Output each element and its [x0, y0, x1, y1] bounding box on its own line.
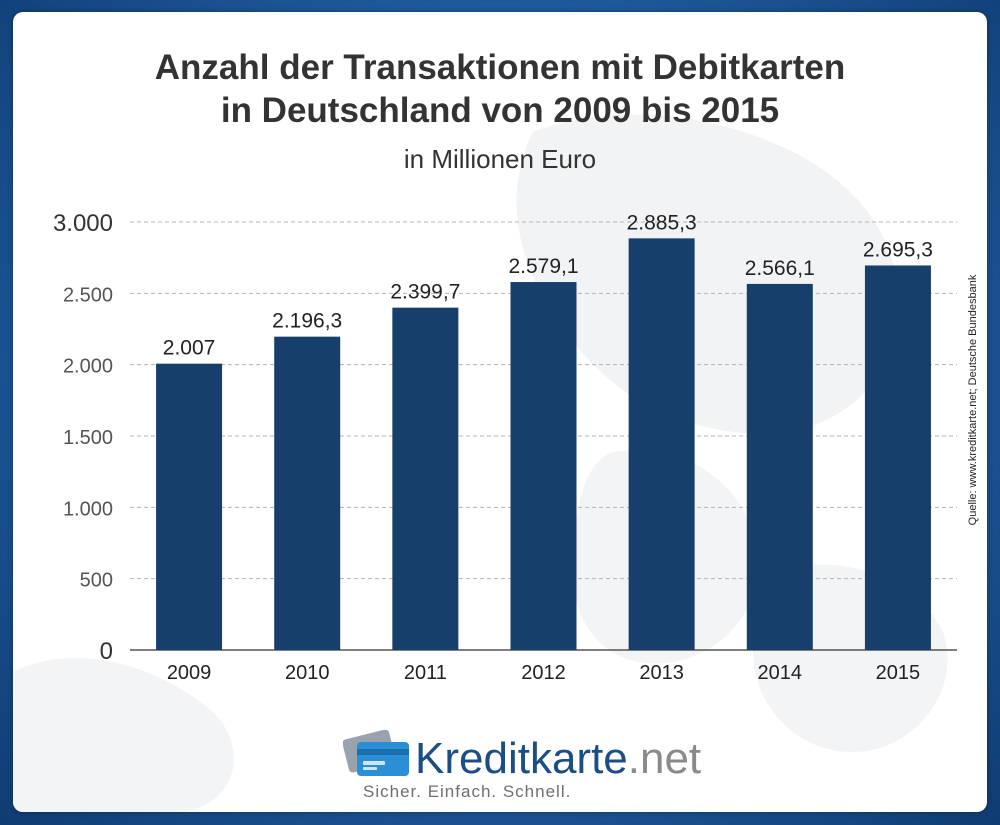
y-tick-label: 500 — [80, 570, 113, 592]
bar — [392, 307, 459, 650]
x-tick-label: 2013 — [639, 662, 684, 684]
bar-value-label: 2.399,7 — [390, 281, 460, 304]
x-tick-label: 2010 — [285, 662, 330, 684]
chart-title-line-2: in Deutschland von 2009 bis 2015 — [220, 91, 780, 130]
x-tick-label: 2015 — [876, 662, 921, 684]
chart-card: Anzahl der Transaktionen mit Debitkarten… — [13, 12, 987, 812]
bar — [628, 238, 695, 650]
logo-main-text: Kreditkarte — [415, 734, 628, 783]
x-tick-label: 2011 — [404, 662, 447, 684]
bar — [274, 336, 341, 650]
bar-value-label: 2.007 — [163, 337, 216, 360]
y-tick-label: 0 — [100, 638, 113, 665]
brand-logo: Kreditkarte.net Sicher. Einfach. Schnell… — [333, 724, 733, 812]
source-note: Quelle: www.kreditkarte.net; Deutsche Bu… — [967, 274, 979, 526]
bar — [864, 265, 931, 650]
logo-wordmark: Kreditkarte.net — [415, 734, 701, 784]
chart-subtitle: in Millionen Euro — [403, 144, 597, 174]
bar-value-label: 2.695,3 — [863, 238, 933, 261]
chart-title-line-1: Anzahl der Transaktionen mit Debitkarten — [154, 48, 846, 87]
logo-slogan: Sicher. Einfach. Schnell. — [363, 782, 572, 801]
y-tick-label: 3.000 — [53, 210, 113, 237]
bar — [746, 283, 813, 650]
world-map-background — [13, 114, 948, 812]
chart-title: Anzahl der Transaktionen mit Debitkarten… — [13, 46, 987, 132]
x-tick-label: 2009 — [167, 662, 212, 684]
bar — [156, 363, 223, 650]
y-tick-label: 2.000 — [63, 356, 113, 378]
y-tick-label: 2.500 — [63, 284, 113, 306]
credit-card-icon — [343, 730, 409, 776]
logo-tld-text: .net — [627, 734, 702, 783]
x-tick-label: 2012 — [521, 662, 566, 684]
bar-chart: 0 500 1.000 1.500 2.000 2.500 3.000 2.007 2009 2.… — [53, 210, 957, 684]
bar-value-label: 2.885,3 — [627, 211, 697, 234]
bar-value-label: 2.196,3 — [272, 310, 342, 333]
bar-value-label: 2.579,1 — [508, 255, 578, 278]
y-tick-label: 1.500 — [63, 427, 113, 449]
x-tick-label: 2014 — [758, 662, 803, 684]
bar-value-label: 2.566,1 — [745, 257, 815, 280]
bar — [510, 282, 577, 650]
y-tick-label: 1.000 — [63, 498, 113, 520]
